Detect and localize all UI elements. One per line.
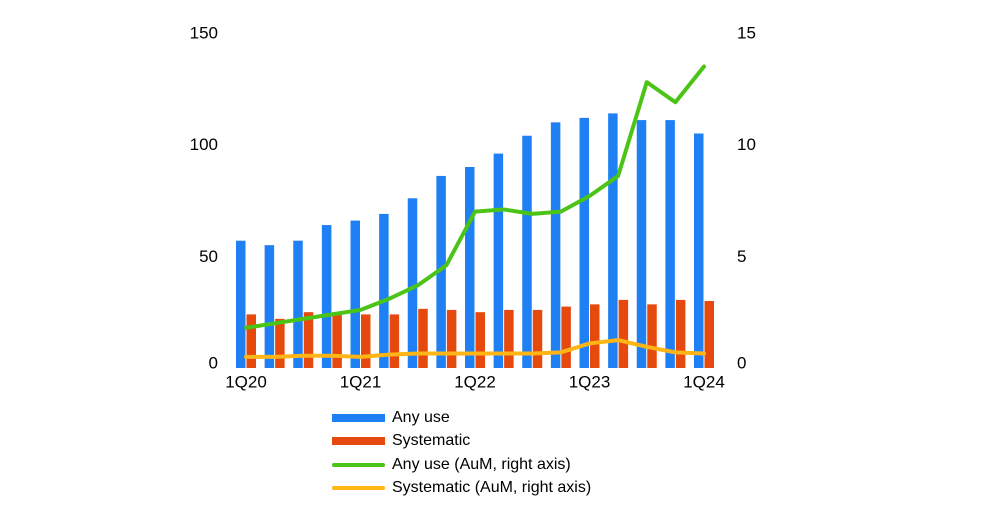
legend-item-any-use-aum: Any use (AuM, right axis) xyxy=(332,453,591,477)
bar-systematic xyxy=(532,309,543,368)
line-systematic-aum xyxy=(244,338,706,359)
bar-any-use xyxy=(608,113,618,369)
bar-systematic xyxy=(332,314,342,368)
bar-systematic xyxy=(590,304,600,368)
bar-any-use xyxy=(350,220,360,368)
right-axis-tick-label: 5 xyxy=(737,247,746,266)
bar-any-use xyxy=(465,167,475,368)
bar-systematic xyxy=(389,314,400,368)
bar-systematic xyxy=(361,314,371,368)
bar-any-use xyxy=(264,245,275,368)
bar-any-use xyxy=(665,120,675,368)
x-axis-tick-label: 1Q21 xyxy=(340,373,382,392)
bar-any-use xyxy=(293,240,303,368)
legend-label-any-use-aum: Any use (AuM, right axis) xyxy=(392,455,571,473)
legend-label-any-use: Any use xyxy=(392,408,450,426)
right-axis-tick-label: 10 xyxy=(737,135,756,154)
bar-systematic xyxy=(246,314,256,368)
legend-item-any-use: Any use xyxy=(332,406,591,430)
x-axis-tick-label: 1Q20 xyxy=(225,373,267,392)
legend-swatch-systematic-aum-line xyxy=(332,486,385,491)
legend-label-systematic: Systematic xyxy=(392,432,471,450)
legend-swatch-systematic-bar xyxy=(332,437,385,446)
right-axis-tick-label: 0 xyxy=(737,354,746,373)
bar-any-use xyxy=(321,225,332,368)
left-axis-tick-label: 150 xyxy=(190,24,218,43)
x-axis-tick-label: 1Q24 xyxy=(683,373,725,392)
x-axis-tick-label: 1Q22 xyxy=(454,373,496,392)
legend-swatch-any-use-aum-line xyxy=(332,462,385,467)
bar-systematic xyxy=(446,309,457,368)
legend-item-systematic-aum: Systematic (AuM, right axis) xyxy=(332,477,591,501)
bar-any-use xyxy=(550,122,561,368)
bar-any-use xyxy=(379,213,389,368)
line-any-use-aum xyxy=(244,64,706,330)
bar-systematic xyxy=(504,309,514,368)
right-axis-tick-label: 15 xyxy=(737,24,756,43)
bar-systematic xyxy=(675,299,686,368)
bar-systematic xyxy=(647,304,657,368)
bar-any-use xyxy=(493,153,504,368)
bar-any-use xyxy=(636,120,647,368)
left-axis-tick-label: 0 xyxy=(209,354,218,373)
bar-systematic xyxy=(418,308,428,368)
bar-systematic xyxy=(618,299,629,368)
bar-systematic xyxy=(303,312,314,368)
bar-any-use xyxy=(436,175,446,368)
bar-any-use xyxy=(579,117,589,368)
bar-any-use xyxy=(407,198,418,368)
bar-systematic xyxy=(561,306,571,368)
chart-legend: Any use Systematic Any use (AuM, right a… xyxy=(332,406,591,500)
legend-swatch-any-use-bar xyxy=(332,413,385,422)
legend-item-systematic: Systematic xyxy=(332,430,591,454)
bar-any-use xyxy=(694,133,704,368)
bar-systematic xyxy=(275,318,285,368)
bar-any-use xyxy=(522,135,532,368)
bar-systematic xyxy=(475,312,485,368)
legend-label-systematic-aum: Systematic (AuM, right axis) xyxy=(392,479,592,497)
left-axis-tick-label: 100 xyxy=(190,135,218,154)
left-axis-tick-label: 50 xyxy=(199,247,218,266)
x-axis-tick-label: 1Q23 xyxy=(569,373,611,392)
bar-systematic xyxy=(704,301,714,368)
bar-any-use xyxy=(236,240,246,368)
